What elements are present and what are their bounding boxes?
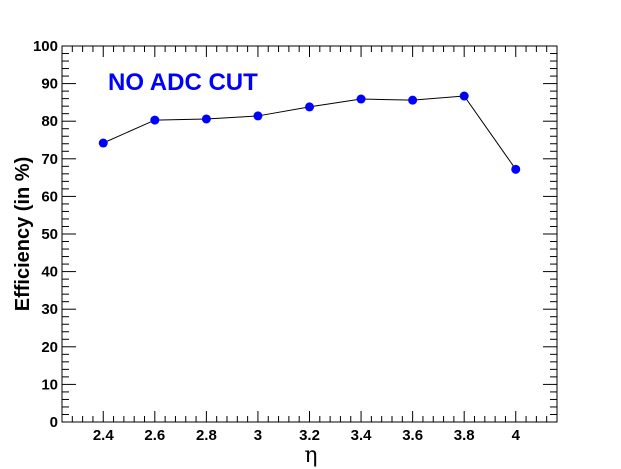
x-tick-label: 3.4 <box>351 427 373 444</box>
x-tick-label: 2.6 <box>144 427 165 444</box>
y-tick-label: 60 <box>41 188 58 205</box>
x-tick-label: 3.6 <box>402 427 423 444</box>
data-point <box>150 115 160 125</box>
y-tick-label: 0 <box>50 414 58 431</box>
x-tick-label: 3.2 <box>299 427 320 444</box>
y-tick-label: 100 <box>33 38 58 55</box>
y-tick-label: 30 <box>41 301 58 318</box>
y-tick-label: 50 <box>41 226 58 243</box>
x-tick-label: 2.8 <box>196 427 217 444</box>
data-point <box>511 164 521 174</box>
data-point <box>201 114 211 124</box>
y-axis-title: Efficiency (in %) <box>12 157 34 311</box>
plot-frame <box>61 45 558 423</box>
data-point <box>98 138 108 148</box>
x-tick-label: 2.4 <box>93 427 115 444</box>
data-series <box>98 91 521 174</box>
x-tick-label: 3.8 <box>454 427 475 444</box>
data-point <box>253 111 263 121</box>
data-point <box>356 94 366 104</box>
x-tick-labels: 2.4 2.6 2.8 3 3.2 3.4 3.6 3.8 4 <box>93 427 521 444</box>
x-tick-label: 3 <box>254 427 262 444</box>
annotation-text: NO ADC CUT <box>108 69 258 96</box>
y-tick-labels: 0 10 20 30 40 50 60 70 80 90 100 <box>33 38 58 431</box>
y-tick-label: 90 <box>41 76 58 93</box>
data-point <box>459 91 469 101</box>
y-tick-label: 80 <box>41 113 58 130</box>
axis-ticks <box>61 45 558 423</box>
y-tick-label: 20 <box>41 339 58 356</box>
y-tick-label: 10 <box>41 376 58 393</box>
y-tick-label: 70 <box>41 151 58 168</box>
data-point <box>305 102 314 112</box>
y-tick-label: 40 <box>41 264 58 281</box>
x-tick-label: 4 <box>512 427 521 444</box>
x-axis-title: η <box>304 443 317 468</box>
data-point <box>408 95 418 105</box>
